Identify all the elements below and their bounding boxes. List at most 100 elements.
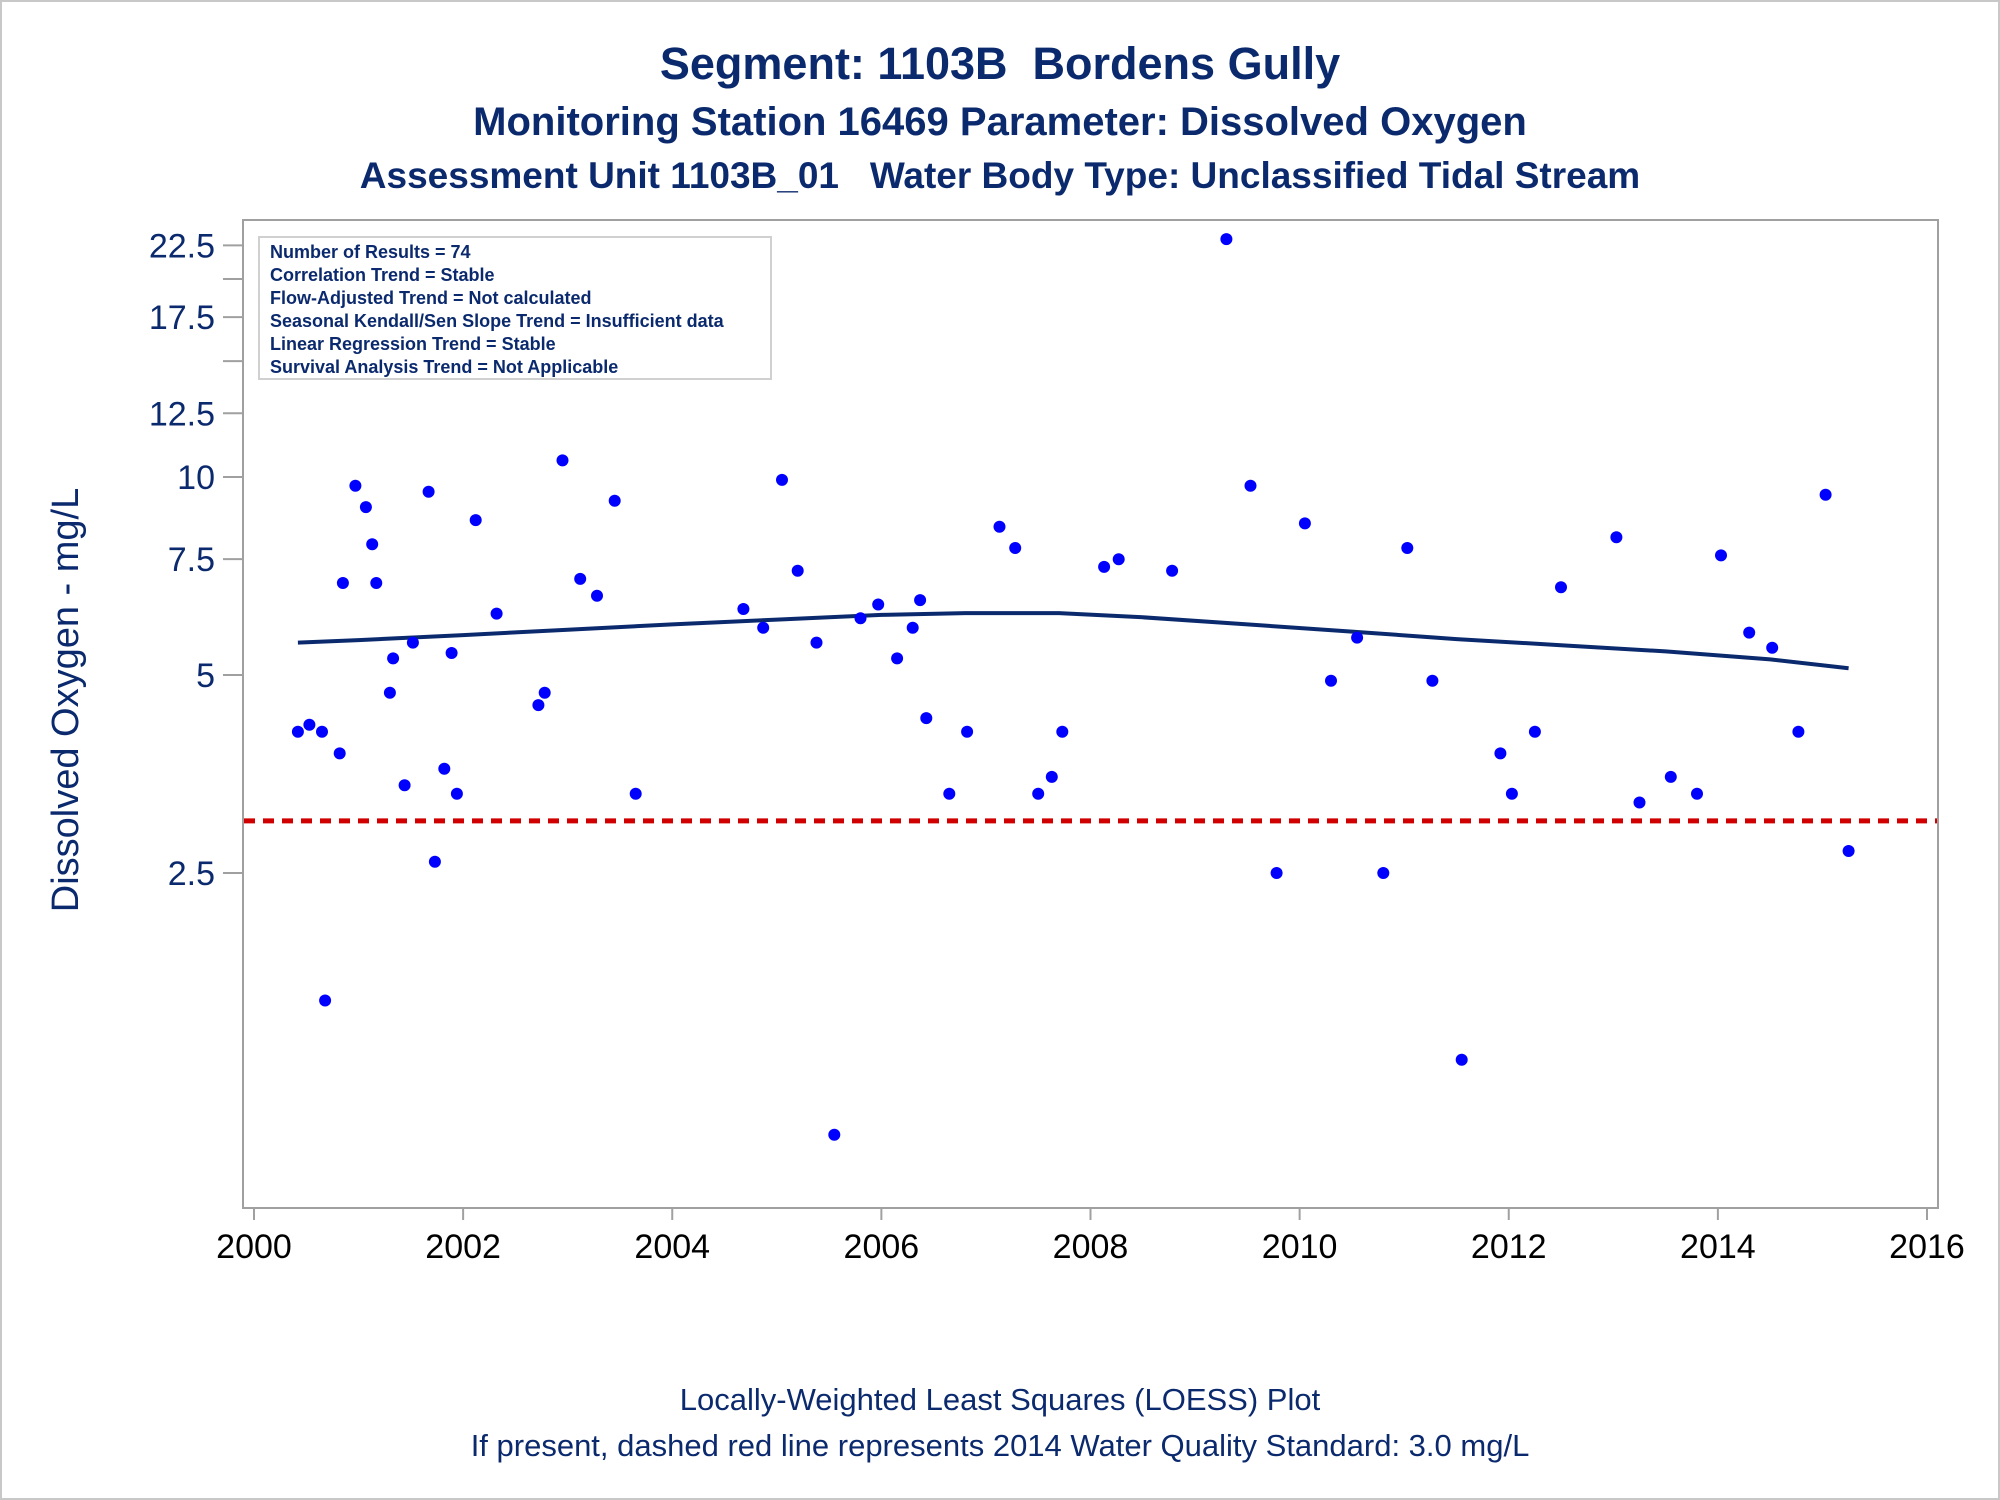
data-point	[438, 762, 451, 775]
data-point	[906, 621, 919, 634]
data-point	[538, 686, 551, 699]
data-point	[316, 725, 328, 738]
data-point	[319, 994, 332, 1007]
x-tick-label: 2000	[216, 1228, 292, 1266]
data-point	[490, 607, 503, 620]
data-point	[1715, 549, 1727, 562]
data-point	[428, 855, 441, 868]
data-point	[1633, 796, 1646, 809]
data-point	[387, 652, 400, 665]
stat-survival-analysis-trend: Survival Analysis Trend = Not Applicable	[270, 357, 619, 377]
chart-subtitle-assessment: Assessment Unit 1103B_01 Water Body Type…	[359, 155, 1641, 196]
data-point	[333, 747, 346, 760]
data-point	[450, 787, 463, 800]
data-point	[629, 787, 642, 800]
data-point	[445, 647, 458, 659]
data-point	[1743, 626, 1756, 639]
x-tick-label: 2006	[844, 1228, 920, 1266]
data-point	[574, 572, 587, 585]
chart-title: Segment: 1103B Bordens Gully	[659, 38, 1341, 89]
x-tick-label: 2008	[1053, 1228, 1129, 1266]
data-point	[1426, 674, 1439, 687]
data-point	[914, 594, 927, 607]
data-point	[1842, 845, 1855, 857]
data-point	[359, 501, 372, 514]
data-point	[1555, 581, 1567, 594]
data-point	[757, 621, 770, 634]
data-point	[1270, 867, 1283, 879]
data-point	[1325, 674, 1337, 687]
x-tick-label: 2010	[1262, 1228, 1338, 1266]
data-point	[1505, 787, 1518, 800]
data-point	[891, 652, 904, 665]
data-point	[1098, 560, 1111, 573]
y-axis-label: Dissolved Oxygen - mg/L	[45, 488, 87, 913]
data-point	[422, 485, 435, 498]
data-point	[1351, 631, 1364, 644]
y-tick-label: 5	[196, 657, 215, 695]
data-point	[828, 1128, 841, 1141]
stat-number-of-results: Number of Results = 74	[270, 242, 471, 262]
data-point	[1455, 1053, 1468, 1066]
data-point	[1664, 770, 1677, 783]
data-point	[920, 712, 933, 725]
data-point	[791, 564, 804, 577]
data-point	[349, 479, 362, 492]
data-point	[383, 686, 396, 699]
data-point	[1691, 787, 1703, 800]
data-point	[1377, 867, 1390, 879]
data-point	[854, 612, 867, 625]
data-point	[1220, 233, 1233, 246]
y-tick-label: 2.5	[168, 855, 215, 893]
stat-linear-regression-trend: Linear Regression Trend = Stable	[270, 334, 556, 354]
data-point	[1766, 641, 1779, 654]
data-point	[1166, 564, 1179, 577]
data-point	[1298, 517, 1311, 530]
chart-subtitle-station: Monitoring Station 16469 Parameter: Diss…	[473, 100, 1527, 144]
data-point	[532, 699, 545, 712]
stat-correlation-trend: Correlation Trend = Stable	[270, 265, 495, 285]
data-point	[1528, 725, 1541, 738]
data-point	[1112, 553, 1125, 566]
data-point	[398, 779, 411, 792]
footer-standard-note: If present, dashed red line represents 2…	[470, 1428, 1530, 1463]
y-tick-label: 7.5	[168, 541, 215, 579]
data-point	[1045, 770, 1058, 783]
data-point	[943, 787, 956, 800]
data-point	[1032, 787, 1045, 800]
data-point	[1009, 542, 1022, 554]
stat-seasonal-kendall-trend: Seasonal Kendall/Sen Slope Trend = Insuf…	[270, 311, 724, 331]
data-point	[810, 636, 823, 649]
y-tick-label: 17.5	[149, 299, 215, 337]
data-point	[776, 473, 788, 486]
data-point	[366, 538, 379, 551]
data-point	[1819, 488, 1832, 501]
data-point	[370, 577, 383, 589]
data-point	[1792, 725, 1805, 738]
data-point	[872, 598, 885, 611]
data-point	[291, 725, 304, 738]
y-tick-label: 12.5	[149, 395, 215, 433]
data-point	[993, 520, 1006, 533]
y-tick-label: 10	[177, 459, 215, 497]
data-point	[303, 718, 316, 731]
trend-statistics-box: Number of Results = 74 Correlation Trend…	[258, 236, 772, 380]
footer-plot-type: Locally-Weighted Least Squares (LOESS) P…	[679, 1382, 1321, 1417]
data-point	[961, 725, 974, 738]
data-point	[737, 603, 750, 615]
y-tick-label: 22.5	[149, 227, 215, 265]
stat-flow-adjusted-trend: Flow-Adjusted Trend = Not calculated	[270, 288, 592, 308]
data-point	[1401, 542, 1414, 554]
x-tick-label: 2012	[1471, 1228, 1547, 1266]
data-point	[406, 636, 419, 649]
data-point	[469, 514, 482, 527]
data-point	[336, 577, 349, 589]
x-tick-label: 2014	[1680, 1228, 1756, 1266]
x-tick-label: 2016	[1889, 1228, 1965, 1266]
data-point	[1610, 531, 1623, 544]
data-point	[556, 454, 569, 467]
data-point	[1244, 479, 1257, 492]
x-tick-label: 2004	[634, 1228, 710, 1266]
